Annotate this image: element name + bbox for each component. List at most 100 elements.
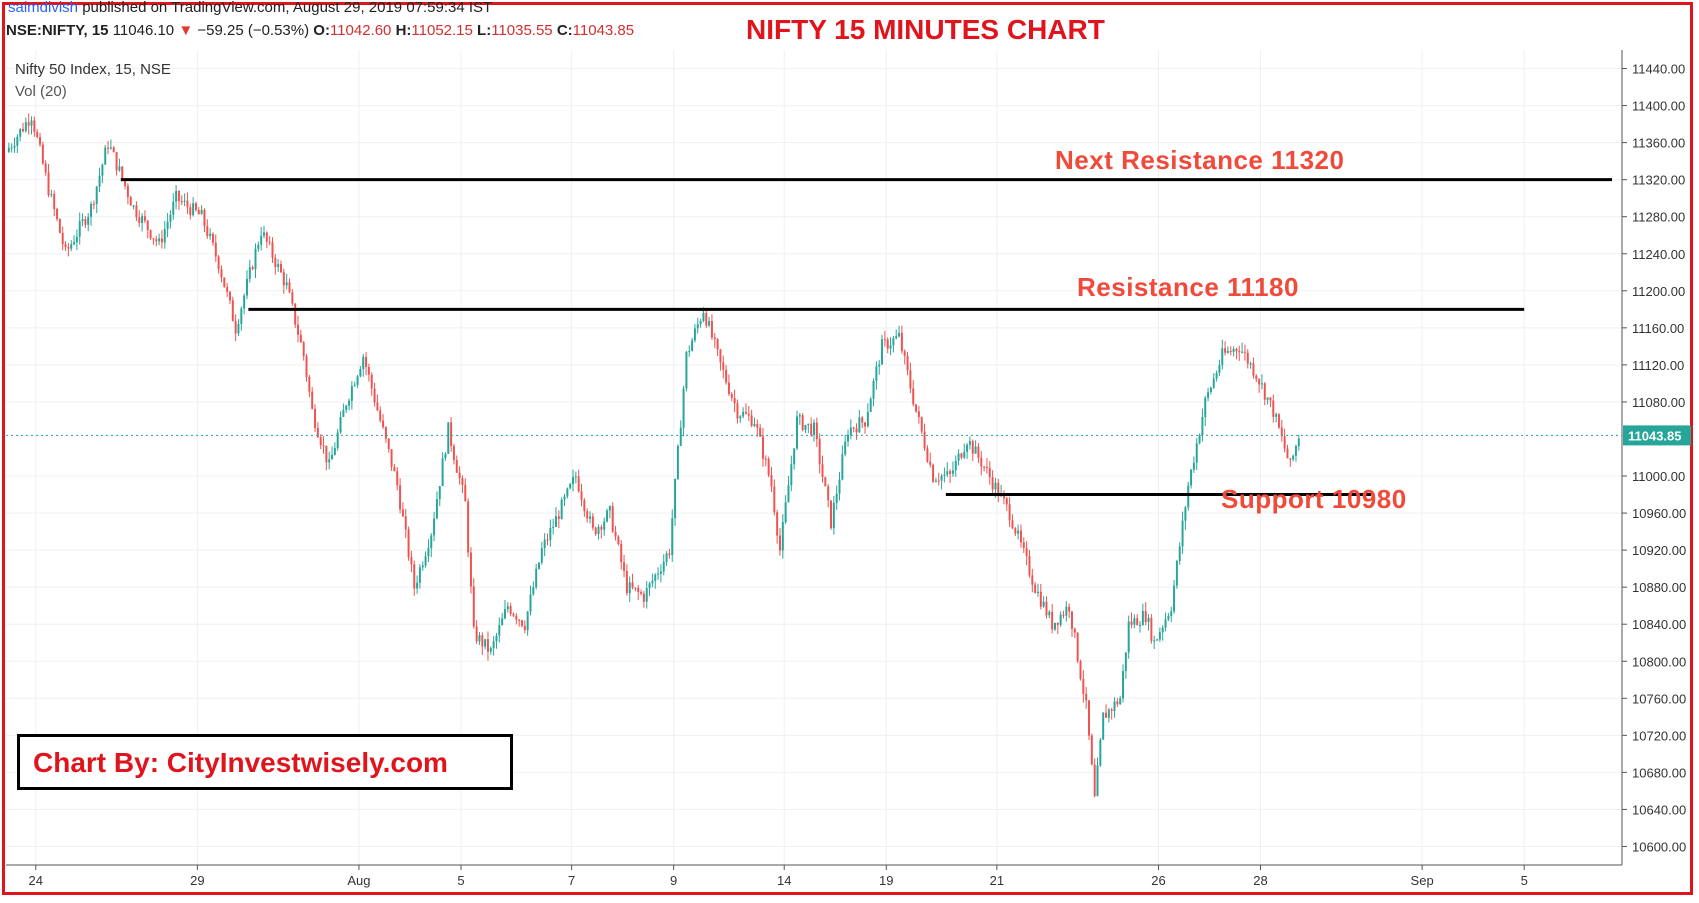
- candle-body: [362, 356, 365, 370]
- candle-body: [1048, 611, 1051, 616]
- candle-body: [1005, 498, 1008, 505]
- publisher-user[interactable]: saimdivish: [8, 0, 79, 16]
- candle-body: [923, 431, 926, 449]
- candle-body: [526, 611, 529, 631]
- candle-body: [92, 203, 95, 205]
- candle-body: [379, 410, 382, 421]
- candle-body: [1184, 507, 1187, 521]
- candle-body: [481, 635, 484, 647]
- candle-body: [608, 506, 611, 511]
- candle-body: [529, 594, 532, 612]
- candle-body: [1277, 414, 1280, 428]
- candle-body: [889, 345, 892, 349]
- candle-body: [47, 172, 50, 196]
- candle-body: [1158, 632, 1161, 640]
- candle-body: [299, 334, 302, 343]
- candle-body: [356, 376, 359, 385]
- candle-body: [1079, 661, 1082, 679]
- candle-body: [245, 278, 248, 296]
- candle-body: [1051, 611, 1054, 630]
- candle-body: [175, 190, 178, 202]
- candle-body: [228, 291, 231, 301]
- candle-body: [830, 500, 833, 529]
- candle-body: [1130, 621, 1133, 625]
- candle-body: [1269, 397, 1272, 401]
- candle-body: [433, 518, 436, 536]
- candle-body: [824, 477, 827, 487]
- candle-body: [501, 618, 504, 626]
- candle-body: [53, 194, 56, 210]
- candle-body: [875, 366, 878, 381]
- high-value: 11052.15: [411, 22, 473, 39]
- y-tick-label: 10880.00: [1632, 580, 1686, 595]
- candle-body: [495, 635, 498, 642]
- publisher-text: published on TradingView.com, August 29,…: [78, 0, 493, 16]
- candle-body: [552, 526, 555, 528]
- candle-body: [22, 128, 25, 132]
- candle-body: [1212, 378, 1215, 388]
- candle-body: [455, 460, 458, 473]
- candle-body: [1153, 640, 1156, 642]
- candle-body: [892, 338, 895, 346]
- candle-body: [881, 339, 884, 365]
- candle-body: [194, 203, 197, 210]
- candle-body: [1028, 556, 1031, 576]
- candle-body: [713, 337, 716, 340]
- candle-body: [620, 543, 623, 563]
- candle-body: [189, 207, 192, 216]
- candle-body: [1260, 383, 1263, 385]
- candle-body: [1059, 614, 1062, 625]
- candle-body: [70, 244, 73, 249]
- candle-body: [1156, 639, 1159, 641]
- credit-box: Chart By: CityInvestwisely.com: [17, 734, 513, 790]
- candle-body: [107, 147, 110, 149]
- candle-body: [13, 145, 16, 148]
- candle-body: [1280, 427, 1283, 437]
- low-label: L:: [477, 22, 492, 39]
- candle-body: [135, 205, 138, 218]
- candle-body: [555, 516, 557, 527]
- candle-body: [795, 416, 798, 449]
- candle-body: [634, 587, 637, 589]
- candle-body: [61, 232, 64, 245]
- candle-body: [920, 417, 923, 432]
- candle-body: [1226, 351, 1229, 353]
- x-tick-label: 7: [568, 873, 575, 888]
- support-label: Support 10980: [1221, 484, 1407, 514]
- candle-body: [1258, 379, 1261, 385]
- candle-body: [308, 376, 311, 392]
- candle-body: [112, 147, 115, 153]
- candle-body: [937, 480, 940, 482]
- candle-body: [1218, 364, 1221, 373]
- candle-body: [101, 164, 104, 176]
- candle-body: [674, 478, 677, 519]
- candle-body: [452, 446, 455, 461]
- candle-body: [311, 391, 314, 409]
- candle-body: [654, 574, 657, 581]
- candle-body: [872, 380, 875, 399]
- candle-body: [226, 287, 229, 292]
- candle-body: [237, 324, 240, 334]
- close-label: C:: [556, 22, 573, 39]
- candle-body: [458, 472, 461, 479]
- candle-body: [339, 416, 342, 433]
- candle-body: [472, 586, 475, 627]
- candle-body: [1209, 387, 1212, 393]
- candle-body: [878, 364, 881, 367]
- candle-body: [1127, 621, 1130, 653]
- candle-body: [906, 355, 909, 371]
- price-change: −59.25 (−0.53%): [197, 22, 310, 39]
- candle-body: [543, 539, 546, 549]
- candle-body: [486, 639, 489, 652]
- candle-body: [773, 486, 776, 513]
- candle-body: [489, 648, 492, 652]
- candle-body: [793, 448, 796, 465]
- x-tick-label: 24: [29, 873, 43, 888]
- candle-body: [1246, 352, 1249, 364]
- candle-body: [1192, 462, 1195, 470]
- candle-body: [56, 209, 59, 220]
- candle-body: [818, 439, 821, 465]
- candle-body: [1150, 617, 1153, 641]
- y-tick-label: 11360.00: [1632, 136, 1685, 151]
